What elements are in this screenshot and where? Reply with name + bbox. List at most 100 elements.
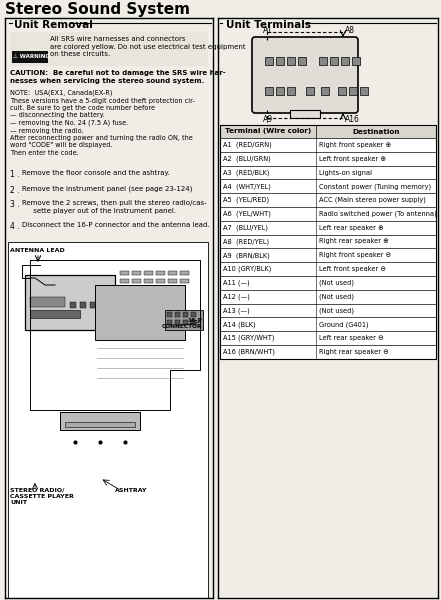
Text: Constant power (Tuning memory): Constant power (Tuning memory) bbox=[319, 183, 431, 190]
Bar bbox=[220, 290, 436, 304]
Text: — removing the No. 24 (7.5 A) fuse.: — removing the No. 24 (7.5 A) fuse. bbox=[10, 120, 128, 127]
Text: Then enter the code.: Then enter the code. bbox=[10, 150, 79, 156]
Bar bbox=[8, 242, 208, 598]
Text: A8: A8 bbox=[345, 26, 355, 35]
Bar bbox=[265, 57, 273, 65]
Text: ASHTRAY: ASHTRAY bbox=[115, 488, 147, 493]
Text: A4  (WHT/YEL): A4 (WHT/YEL) bbox=[223, 183, 271, 190]
Bar bbox=[30, 297, 65, 307]
Bar bbox=[276, 87, 284, 95]
Text: — removing the radio.: — removing the radio. bbox=[10, 127, 84, 133]
Text: A8  (RED/YEL): A8 (RED/YEL) bbox=[223, 238, 269, 245]
Bar bbox=[95, 285, 185, 340]
Bar bbox=[352, 57, 360, 65]
Text: All SRS wire harnesses and connectors
are colored yellow. Do not use electrical : All SRS wire harnesses and connectors ar… bbox=[50, 36, 246, 58]
Text: Left rear speaker ⊕: Left rear speaker ⊕ bbox=[319, 225, 384, 231]
Bar bbox=[168, 279, 177, 283]
Bar bbox=[220, 138, 436, 152]
Bar bbox=[183, 312, 188, 317]
Text: Ground (G401): Ground (G401) bbox=[319, 321, 369, 328]
Text: Unit Removal: Unit Removal bbox=[14, 20, 93, 30]
Bar bbox=[30, 310, 80, 318]
Bar bbox=[60, 412, 140, 430]
Bar bbox=[290, 110, 320, 118]
Bar bbox=[100, 302, 106, 308]
Bar bbox=[156, 279, 165, 283]
Text: A9: A9 bbox=[263, 115, 273, 124]
Text: A9  (BRN/BLK): A9 (BRN/BLK) bbox=[223, 252, 270, 259]
Bar bbox=[156, 271, 165, 275]
Text: 1 .: 1 . bbox=[10, 170, 19, 179]
Text: A12 (—): A12 (—) bbox=[223, 293, 250, 300]
Bar bbox=[220, 166, 436, 179]
Bar bbox=[191, 312, 196, 317]
Text: Left front speaker ⊖: Left front speaker ⊖ bbox=[319, 266, 386, 272]
Bar bbox=[220, 221, 436, 235]
Text: Destination: Destination bbox=[352, 128, 400, 134]
Bar bbox=[265, 87, 273, 95]
Text: A15 (GRY/WHT): A15 (GRY/WHT) bbox=[223, 335, 274, 341]
Text: Left front speaker ⊕: Left front speaker ⊕ bbox=[319, 156, 386, 162]
Bar bbox=[110, 302, 116, 308]
Text: 3 .: 3 . bbox=[10, 200, 20, 209]
Bar bbox=[220, 152, 436, 166]
Text: A16 (BRN/WHT): A16 (BRN/WHT) bbox=[223, 349, 275, 355]
Text: Radio switched power (To antenna): Radio switched power (To antenna) bbox=[319, 211, 437, 217]
Text: A10 (GRY/BLK): A10 (GRY/BLK) bbox=[223, 266, 271, 272]
Text: A11 (—): A11 (—) bbox=[223, 280, 250, 286]
Text: After reconnecting power and turning the radio ON, the: After reconnecting power and turning the… bbox=[10, 135, 193, 141]
Text: (Not used): (Not used) bbox=[319, 280, 354, 286]
Bar bbox=[360, 87, 368, 95]
Text: Right front speaker ⊕: Right front speaker ⊕ bbox=[319, 142, 391, 148]
Bar bbox=[220, 125, 436, 359]
Bar bbox=[168, 271, 177, 275]
Bar bbox=[220, 331, 436, 345]
Bar bbox=[175, 320, 180, 325]
Text: ⚠ WARNING: ⚠ WARNING bbox=[13, 53, 50, 58]
Text: A3  (RED/BLK): A3 (RED/BLK) bbox=[223, 169, 269, 176]
Bar bbox=[165, 310, 203, 330]
Bar bbox=[180, 271, 189, 275]
Bar bbox=[220, 193, 436, 207]
Text: A5  (YEL/RED): A5 (YEL/RED) bbox=[223, 197, 269, 203]
Text: (Not used): (Not used) bbox=[319, 307, 354, 314]
Bar bbox=[183, 320, 188, 325]
Bar bbox=[330, 57, 338, 65]
Bar bbox=[287, 57, 295, 65]
Text: ACC (Main stereo power supply): ACC (Main stereo power supply) bbox=[319, 197, 426, 203]
Text: A1  (RED/GRN): A1 (RED/GRN) bbox=[223, 142, 272, 148]
Bar bbox=[167, 320, 172, 325]
Bar bbox=[12, 51, 48, 63]
Text: STEREO RADIO/
CASSETTE PLAYER
UNIT: STEREO RADIO/ CASSETTE PLAYER UNIT bbox=[10, 488, 74, 505]
Text: A16: A16 bbox=[345, 115, 360, 124]
Text: These versions have a 5-digit coded theft protection cir-: These versions have a 5-digit coded thef… bbox=[10, 97, 195, 103]
Text: Right front speaker ⊖: Right front speaker ⊖ bbox=[319, 252, 391, 258]
Bar bbox=[306, 87, 314, 95]
Bar bbox=[298, 57, 306, 65]
Bar bbox=[321, 87, 329, 95]
Text: A7  (BLU/YEL): A7 (BLU/YEL) bbox=[223, 224, 268, 231]
Bar bbox=[80, 302, 86, 308]
Text: Lights-on signal: Lights-on signal bbox=[319, 169, 372, 175]
Bar bbox=[144, 279, 153, 283]
Bar bbox=[220, 179, 436, 193]
Bar bbox=[144, 271, 153, 275]
Bar bbox=[175, 312, 180, 317]
Bar bbox=[220, 125, 436, 138]
Bar bbox=[191, 320, 196, 325]
Text: A14 (BLK): A14 (BLK) bbox=[223, 321, 256, 328]
Bar bbox=[349, 87, 357, 95]
Text: 16-P
CONNECTOR: 16-P CONNECTOR bbox=[161, 318, 202, 329]
Text: A2  (BLU/GRN): A2 (BLU/GRN) bbox=[223, 155, 271, 162]
Bar bbox=[180, 279, 189, 283]
Text: NOTE:  USA(EX1, Canada(EX-R): NOTE: USA(EX1, Canada(EX-R) bbox=[10, 90, 112, 97]
Text: cuit. Be sure to get the code number before: cuit. Be sure to get the code number bef… bbox=[10, 105, 155, 111]
Text: 2 .: 2 . bbox=[10, 186, 19, 195]
Text: Remove the instrument panel (see page 23-124): Remove the instrument panel (see page 23… bbox=[22, 186, 192, 193]
Bar bbox=[25, 275, 115, 330]
Text: word "CODE" will be displayed.: word "CODE" will be displayed. bbox=[10, 142, 112, 148]
Text: Terminal (Wire color): Terminal (Wire color) bbox=[225, 128, 311, 134]
Bar bbox=[220, 207, 436, 221]
Bar bbox=[65, 422, 135, 427]
Bar bbox=[220, 317, 436, 331]
